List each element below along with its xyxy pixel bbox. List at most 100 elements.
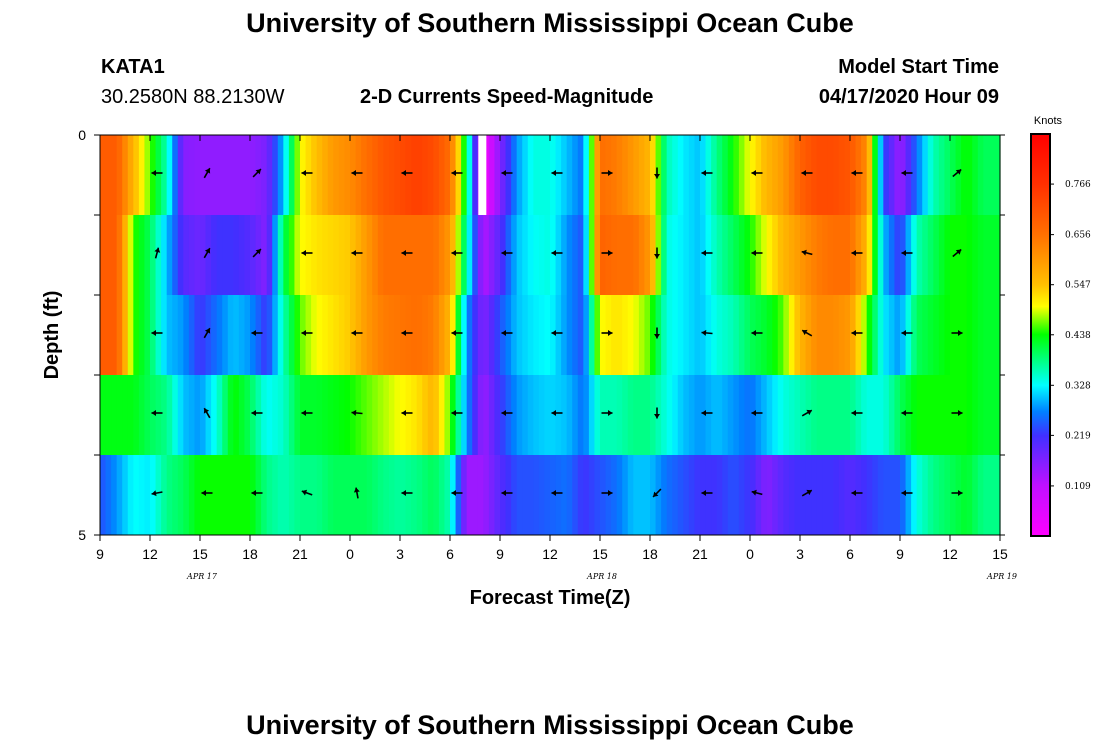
current-arrow xyxy=(154,247,161,259)
heatmap-cell xyxy=(194,295,201,376)
heatmap-cell xyxy=(338,455,346,536)
heatmap-cell xyxy=(844,455,851,536)
heatmap-cell xyxy=(161,215,168,296)
arrow-head xyxy=(401,330,406,336)
heatmap-cell xyxy=(211,375,218,456)
heatmap-cell xyxy=(783,455,790,536)
arrow-head xyxy=(351,250,356,256)
current-arrow xyxy=(151,490,163,497)
arrow-head xyxy=(958,330,963,336)
heatmap-cell xyxy=(200,295,207,376)
arrow-head xyxy=(701,250,706,256)
heatmap-cell xyxy=(738,295,746,376)
heatmap-cell xyxy=(794,295,801,376)
current-arrow xyxy=(301,170,313,176)
current-arrow xyxy=(351,170,363,176)
current-arrow xyxy=(601,330,613,336)
heatmap-cell xyxy=(166,455,173,536)
heatmap-cell xyxy=(355,215,362,296)
heatmap-cell xyxy=(644,455,651,536)
heatmap-cell xyxy=(200,375,207,456)
heatmap-cell xyxy=(522,455,529,536)
heatmap-cell xyxy=(783,215,790,296)
heatmap-cell xyxy=(472,215,479,296)
heatmap-cell xyxy=(494,375,501,456)
heatmap-cell xyxy=(766,455,773,536)
heatmap-cell xyxy=(283,375,290,456)
x-axis-label: Forecast Time(Z) xyxy=(470,587,631,609)
current-arrow xyxy=(203,407,211,419)
heatmap-cell xyxy=(788,135,796,216)
heatmap-cell xyxy=(227,135,234,216)
missing-data-cell xyxy=(478,135,487,215)
heatmap-cell xyxy=(350,295,357,376)
heatmap-cell xyxy=(244,215,251,296)
heatmap-cell xyxy=(422,135,429,216)
current-arrow xyxy=(701,410,713,416)
heatmap-cell xyxy=(855,135,862,216)
heatmap-cell xyxy=(288,295,296,376)
current-arrow xyxy=(951,410,963,416)
heatmap-cell xyxy=(150,295,157,376)
heatmap-cell xyxy=(338,135,346,216)
arrow-head xyxy=(701,410,706,416)
heatmap-cell xyxy=(222,455,229,536)
heatmap-cell xyxy=(600,215,607,296)
heatmap-cell xyxy=(961,215,968,296)
heatmap-cell xyxy=(222,135,229,216)
arrow-head xyxy=(955,169,962,175)
heatmap-cell xyxy=(288,215,296,296)
heatmap-cell xyxy=(861,135,868,216)
heatmap-cell xyxy=(594,295,601,376)
heatmap-cell xyxy=(100,375,107,456)
station-id: KATA1 xyxy=(101,56,165,78)
current-arrow xyxy=(151,170,163,176)
heatmap-cell xyxy=(638,295,646,376)
current-arrow xyxy=(301,410,313,416)
heatmap-cell xyxy=(883,135,890,216)
current-arrow xyxy=(654,167,660,179)
heatmap-cell xyxy=(827,455,834,536)
heatmap-cell xyxy=(427,375,434,456)
heatmap-cell xyxy=(233,135,240,216)
heatmap-cell xyxy=(377,135,384,216)
heatmap-cell xyxy=(838,375,846,456)
arrow-head xyxy=(551,250,556,256)
heatmap-cell xyxy=(394,455,401,536)
heatmap-cell xyxy=(544,295,551,376)
heatmap-cell xyxy=(922,215,929,296)
heatmap-cell xyxy=(461,375,468,456)
missing-data-marker xyxy=(478,135,487,215)
current-arrow xyxy=(751,170,763,176)
heatmap-cell xyxy=(611,135,618,216)
current-arrow xyxy=(301,330,313,336)
current-arrow xyxy=(251,490,263,496)
heatmap-cell xyxy=(261,375,268,456)
heatmap-cell xyxy=(361,375,368,456)
heatmap-cell xyxy=(572,375,579,456)
heatmap-cell xyxy=(494,215,501,296)
heatmap-cell xyxy=(511,295,518,376)
heatmap-cell xyxy=(727,215,734,296)
heatmap-cell xyxy=(405,135,412,216)
heatmap-cell xyxy=(833,375,840,456)
heatmap-cell xyxy=(877,455,884,536)
heatmap-cell xyxy=(272,375,279,456)
arrow-head xyxy=(301,250,306,256)
heatmap-cell xyxy=(488,295,496,376)
heatmap-cell xyxy=(477,455,484,536)
heatmap-cell xyxy=(716,455,723,536)
arrow-head xyxy=(806,409,812,416)
heatmap-cell xyxy=(177,375,184,456)
heatmap-cell xyxy=(666,295,673,376)
heatmap-cell xyxy=(683,295,690,376)
heatmap-cell xyxy=(327,455,334,536)
heatmap-cell xyxy=(116,215,123,296)
heatmap-cell xyxy=(188,135,196,216)
heatmap-cell xyxy=(722,215,729,296)
heatmap-cell xyxy=(388,295,396,376)
arrow-head xyxy=(203,408,210,414)
heatmap-cell xyxy=(327,215,334,296)
heatmap-cell xyxy=(483,375,490,456)
arrow-head xyxy=(653,491,659,497)
